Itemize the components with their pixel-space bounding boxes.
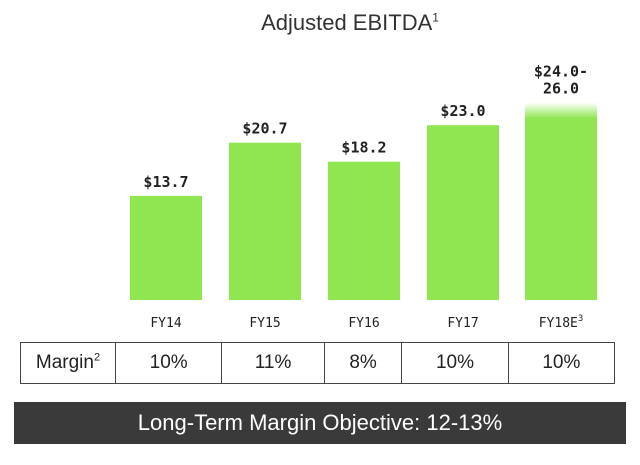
banner-text: Long-Term Margin Objective: 12-13% [137, 410, 503, 435]
bar-value-label: $18.2 [341, 139, 386, 157]
bar-value-label: $20.7 [242, 120, 287, 138]
bar-value-label: $24.0- [534, 62, 588, 80]
margin-objective-banner: Long-Term Margin Objective: 12-13% [14, 402, 626, 444]
bar-fy14 [130, 195, 202, 300]
margin-label-text: Margin [35, 352, 94, 373]
category-label: FY16 [348, 316, 379, 331]
bar-fy15 [229, 142, 301, 300]
category-footnote: 3 [578, 314, 583, 324]
margin-row: Margin2 10% 11% 8% 10% 10% [20, 342, 616, 384]
margin-cell: 10% [114, 342, 223, 384]
margin-cell: 10% [507, 342, 616, 384]
category-label: FY17 [447, 316, 478, 331]
margin-label-footnote: 2 [93, 351, 101, 364]
chart-title: Adjusted EBITDA1 [0, 10, 640, 36]
margin-cell: 11% [221, 342, 325, 384]
bar-fy17 [427, 125, 499, 300]
margin-cell: 10% [401, 342, 509, 384]
category-label: FY18E3 [539, 314, 584, 331]
bar-chart: $13.7 FY14 $20.7 FY15 $18.2 FY16 $23.0 FY17 $24.… [130, 62, 597, 331]
category-label: FY15 [249, 316, 280, 331]
bar-fy16 [328, 161, 400, 300]
bar-value-label: $23.0 [440, 102, 485, 120]
bar-range-fy18e [525, 102, 597, 119]
bar-value-label: 26.0 [543, 79, 579, 97]
bar-value-label: $13.7 [143, 173, 188, 191]
margin-table: Margin2 10% 11% 8% 10% 10% [20, 342, 616, 384]
margin-cell: 8% [323, 342, 403, 384]
bar-fy18e [525, 117, 597, 300]
chart-title-text: Adjusted EBITDA [261, 10, 433, 35]
chart-title-footnote: 1 [432, 10, 439, 25]
margin-row-label: Margin2 [20, 342, 116, 384]
category-label: FY14 [150, 316, 181, 331]
